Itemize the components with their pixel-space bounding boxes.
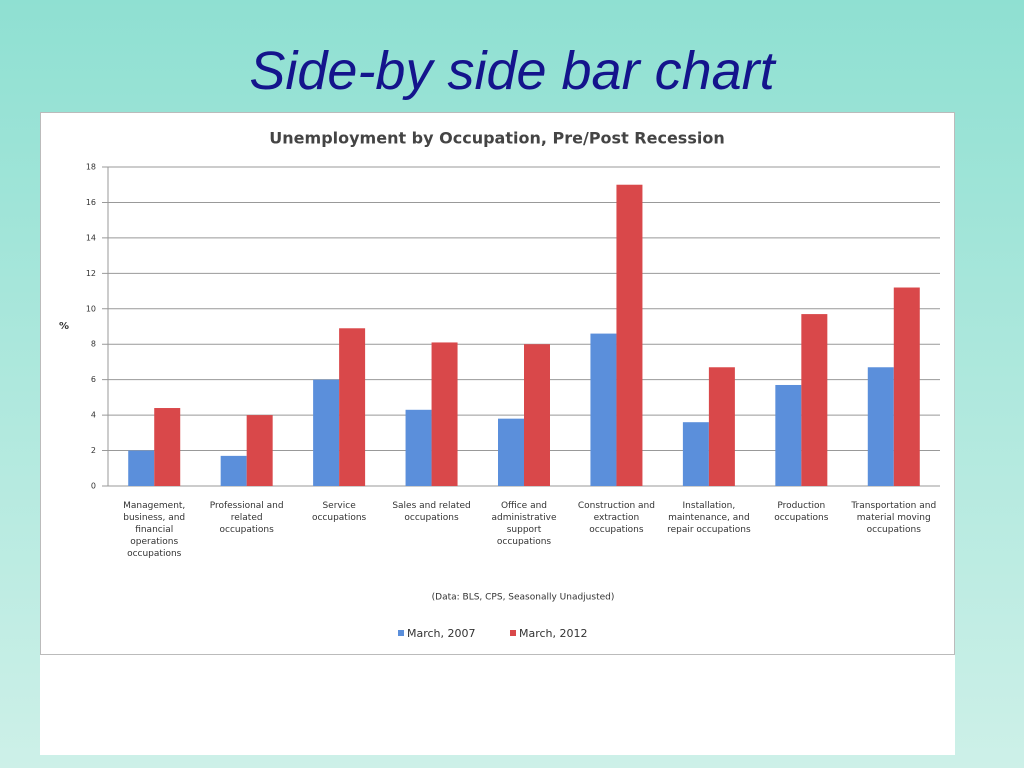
y-tick-label: 6	[91, 375, 96, 384]
chart-border	[40, 112, 955, 655]
x-tick-label: Construction and extraction occupations	[577, 501, 655, 535]
bar	[128, 450, 155, 486]
x-tick-label: Production occupations	[774, 501, 829, 523]
y-tick-label: 4	[91, 411, 96, 420]
bar	[405, 409, 432, 486]
x-tick-label: Management, business, and financial oper…	[123, 501, 186, 559]
legend-label: March, 2012	[519, 627, 588, 640]
chart: Unemployment by Occupation, Pre/Post Rec…	[59, 129, 940, 640]
x-tick-label: Service occupations	[311, 501, 367, 523]
bar	[616, 184, 643, 486]
bar	[498, 418, 524, 486]
chart-title: Unemployment by Occupation, Pre/Post Rec…	[269, 129, 724, 148]
bar	[682, 422, 709, 486]
bar	[893, 287, 920, 486]
y-tick-label: 16	[86, 198, 96, 207]
slide-title: Side-by side bar chart	[249, 41, 775, 101]
x-tick-label: Professional and related occupations	[209, 501, 284, 535]
bar	[775, 384, 802, 486]
bar	[154, 408, 181, 486]
y-tick-label: 0	[91, 482, 96, 491]
legend-label: March, 2007	[407, 627, 476, 640]
bar	[220, 455, 247, 486]
bar	[431, 342, 458, 486]
bar	[246, 415, 273, 486]
x-tick-label: Office and administrative support occupa…	[491, 501, 557, 547]
legend-swatch	[510, 630, 516, 636]
bar	[708, 367, 735, 486]
y-tick-label: 8	[91, 340, 96, 349]
y-tick-label: 10	[86, 304, 96, 313]
y-axis-label: %	[59, 321, 69, 332]
y-tick-label: 18	[86, 163, 96, 172]
annotation: (Data: BLS, CPS, Seasonally Unadjusted)	[432, 593, 615, 603]
x-tick-label: Installation, maintenance, and repair oc…	[667, 501, 751, 535]
legend-swatch	[398, 630, 404, 636]
bar	[339, 328, 366, 486]
x-tick-label: Transportation and material moving occup…	[851, 501, 937, 535]
y-tick-label: 12	[86, 269, 96, 278]
y-tick-label: 2	[91, 446, 96, 455]
y-tick-label: 14	[86, 233, 96, 242]
bar	[867, 367, 894, 486]
x-tick-label: Sales and related occupations	[392, 501, 471, 523]
bar	[590, 333, 617, 486]
bar	[524, 344, 550, 486]
bar	[801, 314, 828, 486]
bar	[313, 379, 340, 486]
